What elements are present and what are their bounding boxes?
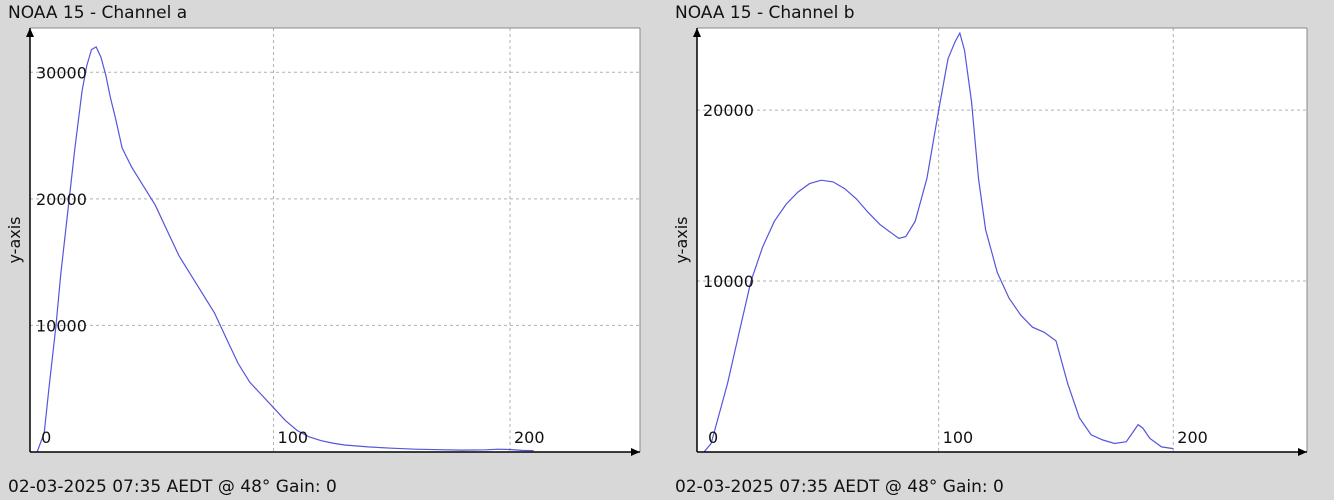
y-tick-label: 10000 — [703, 272, 754, 291]
y-axis-arrow — [26, 28, 34, 37]
x-tick-label: 0 — [708, 428, 718, 447]
chart-title: NOAA 15 - Channel b — [675, 3, 855, 23]
x-tick-label: 100 — [943, 428, 974, 447]
y-tick-label: 20000 — [36, 190, 87, 209]
x-tick-label: 200 — [514, 428, 545, 447]
line-chart-svg: 0 100 200 10000 20000 y-axis — [672, 27, 1308, 456]
status-footer: 02-03-2025 07:35 AEDT @ 48° Gain: 0 — [8, 477, 337, 497]
y-tick-label: 20000 — [703, 101, 754, 120]
x-axis-arrow — [1298, 448, 1307, 456]
y-tick-label: 10000 — [36, 316, 87, 335]
y-tick-label: 30000 — [36, 63, 87, 82]
chart-panel-b: NOAA 15 - Channel b 0 100 200 10000 20000 y-a… — [667, 0, 1334, 500]
y-axis-label: y-axis — [5, 216, 24, 263]
x-axis-arrow — [631, 448, 640, 456]
x-tick-label: 0 — [41, 428, 51, 447]
plot-area — [697, 28, 1307, 452]
line-chart-svg: 0 100 200 10000 20000 30000 y-axis — [5, 27, 641, 456]
chart-panel-a: NOAA 15 - Channel a 0 100 200 10000 20000 300… — [5, 3, 641, 497]
y-axis-label: y-axis — [672, 216, 691, 263]
y-axis-arrow — [693, 28, 701, 37]
series-line — [36, 46, 534, 453]
chart-title: NOAA 15 - Channel a — [8, 3, 188, 23]
x-tick-label: 200 — [1177, 428, 1208, 447]
x-tick-label: 100 — [278, 428, 309, 447]
status-footer: 02-03-2025 07:35 AEDT @ 48° Gain: 0 — [675, 477, 1004, 497]
plot-area — [30, 28, 640, 452]
series-line — [703, 31, 1174, 453]
